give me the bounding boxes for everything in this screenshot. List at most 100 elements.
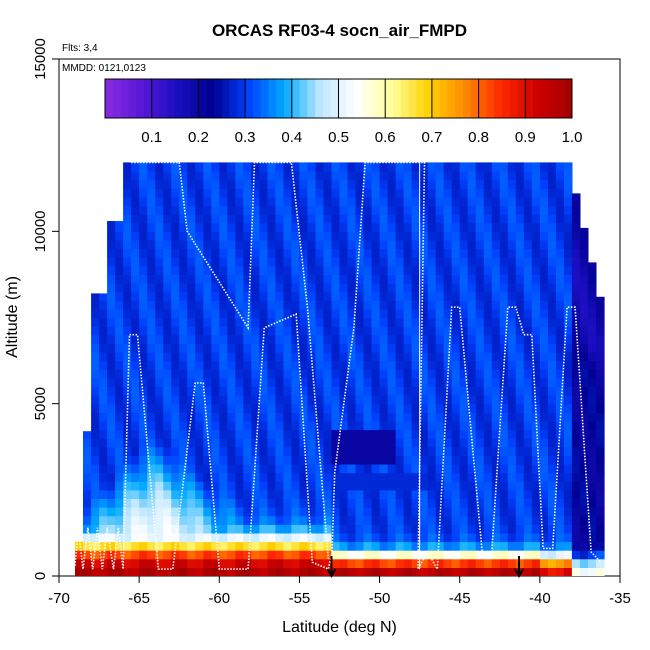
heatmap-cell: [155, 472, 164, 482]
heatmap-cell: [195, 403, 204, 413]
heatmap-cell: [547, 248, 557, 258]
heatmap-cell: [491, 446, 501, 456]
heatmap-cell: [123, 420, 132, 431]
heatmap-cell: [323, 334, 333, 344]
heatmap-cell: [219, 291, 228, 301]
heatmap-cell: [515, 412, 525, 422]
heatmap-cell: [403, 179, 413, 189]
heatmap-cell: [363, 558, 373, 568]
heatmap-cell: [555, 352, 565, 362]
heatmap-cell: [419, 481, 429, 491]
heatmap-cell: [435, 429, 445, 439]
heatmap-cell: [419, 567, 429, 576]
heatmap-cell: [523, 429, 533, 439]
heatmap-cell: [507, 420, 517, 431]
heatmap-cell: [563, 283, 573, 293]
heatmap-cell: [235, 265, 244, 275]
heatmap-cell: [539, 403, 549, 413]
heatmap-cell: [459, 179, 469, 189]
heatmap-cell: [403, 515, 413, 525]
heatmap-cell: [227, 317, 236, 327]
heatmap-cell: [387, 326, 397, 336]
heatmap-cell: [467, 481, 477, 491]
heatmap-cell: [596, 395, 605, 405]
heatmap-cell: [547, 334, 557, 344]
heatmap-cell: [475, 334, 485, 344]
heatmap-cell: [299, 524, 308, 534]
colorbar-tick-label: 0.7: [421, 129, 442, 146]
heatmap-cell: [355, 343, 365, 353]
heatmap-cell: [579, 429, 589, 439]
heatmap-cell: [507, 429, 517, 439]
heatmap-cell: [539, 239, 549, 250]
heatmap-cell: [395, 481, 405, 491]
heatmap-cell: [179, 395, 188, 405]
heatmap-cell: [211, 326, 220, 336]
heatmap-cell: [315, 524, 325, 534]
heatmap-cell: [211, 395, 220, 405]
heatmap-cell: [363, 343, 373, 353]
heatmap-cell: [363, 179, 373, 189]
heatmap-cell: [227, 438, 236, 448]
heatmap-cell: [275, 196, 284, 207]
heatmap-cell: [523, 472, 533, 482]
heatmap-cell: [443, 162, 453, 172]
colorbar-swatch: [291, 79, 301, 118]
heatmap-cell: [467, 231, 477, 241]
heatmap-cell: [315, 550, 325, 560]
heatmap-cell: [275, 386, 284, 396]
heatmap-cell: [459, 464, 469, 474]
heatmap-cell: [371, 308, 381, 319]
heatmap-cell: [419, 558, 429, 568]
heatmap-cell: [395, 386, 405, 396]
heatmap-cell: [467, 239, 477, 250]
heatmap-cell: [99, 420, 108, 431]
heatmap-cell: [555, 550, 565, 560]
heatmap-cell: [499, 231, 509, 241]
heatmap-cell: [211, 352, 220, 362]
heatmap-cell: [547, 524, 557, 534]
heatmap-cell: [235, 308, 244, 319]
heatmap-cell: [235, 567, 244, 576]
heatmap-cell: [147, 343, 156, 353]
heatmap-cell: [131, 507, 140, 517]
heatmap-cell: [331, 420, 341, 431]
heatmap-cell: [379, 377, 389, 387]
heatmap-cell: [491, 214, 501, 224]
heatmap-cell: [451, 179, 461, 189]
heatmap-cell: [339, 300, 349, 310]
heatmap-cell: [355, 308, 365, 319]
heatmap-cell: [211, 274, 220, 284]
heatmap-cell: [339, 403, 349, 413]
heatmap-cell: [483, 403, 493, 413]
heatmap-cell: [115, 248, 124, 258]
heatmap-cell: [283, 386, 292, 396]
heatmap-cell: [387, 515, 397, 525]
heatmap-cell: [251, 541, 260, 551]
heatmap-cell: [467, 567, 477, 576]
heatmap-cell: [563, 257, 573, 267]
heatmap-cell: [331, 274, 341, 284]
heatmap-cell: [187, 498, 196, 508]
heatmap-cell: [211, 481, 220, 491]
heatmap-cell: [427, 171, 437, 181]
heatmap-cell: [299, 308, 308, 319]
colorbar-swatch: [400, 79, 410, 118]
heatmap-cell: [363, 386, 373, 396]
heatmap-cell: [163, 308, 172, 319]
heatmap-cell: [147, 395, 156, 405]
heatmap-cell: [547, 386, 557, 396]
heatmap-cell: [491, 472, 501, 482]
heatmap-cell: [475, 412, 485, 422]
heatmap-cell: [179, 446, 188, 456]
heatmap-cell: [443, 300, 453, 310]
heatmap-cell: [227, 420, 236, 431]
heatmap-cell: [131, 360, 140, 370]
heatmap-cell: [355, 524, 365, 534]
heatmap-cell: [363, 446, 373, 456]
heatmap-cell: [331, 222, 341, 232]
heatmap-cell: [371, 429, 381, 439]
heatmap-cell: [171, 352, 180, 362]
heatmap-cell: [355, 446, 365, 456]
heatmap-cell: [275, 214, 284, 224]
